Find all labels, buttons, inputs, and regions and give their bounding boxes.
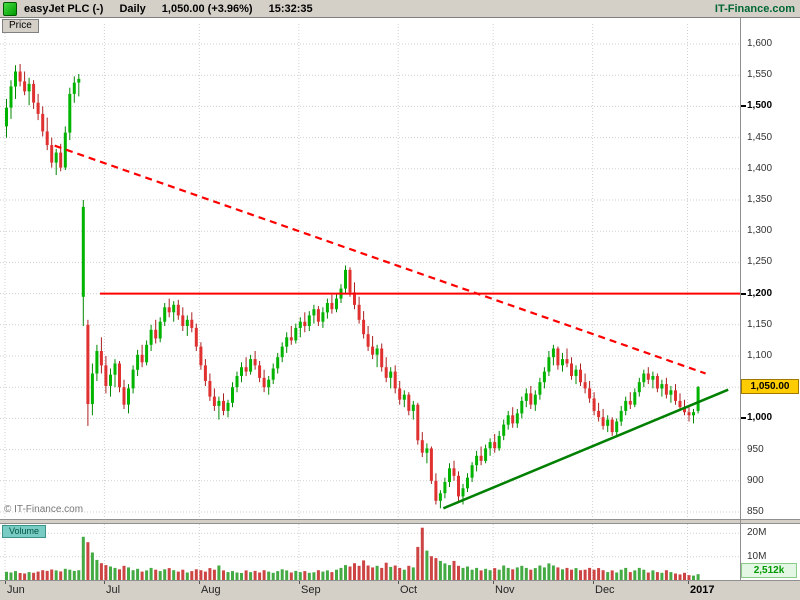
price-tick-mark	[741, 417, 746, 419]
current-volume-badge: 2,512k	[741, 563, 797, 578]
axis-divider	[740, 18, 741, 580]
app-icon	[3, 1, 17, 16]
x-axis[interactable]: Jun Jul Aug Sep Oct Nov Dec 2017	[0, 580, 800, 600]
price-tick-label: 1,250	[747, 256, 773, 267]
price-tick-label: 1,450	[747, 132, 773, 143]
tab-price[interactable]: Price	[2, 19, 39, 33]
month-tick-mark	[5, 581, 6, 584]
month-tick-mark	[398, 581, 399, 584]
month-tick-mark	[593, 581, 594, 584]
month-label: Sep	[301, 584, 321, 596]
watermark: © IT-Finance.com	[4, 504, 84, 515]
price-tick-label: 900	[747, 475, 764, 486]
brand-label: IT-Finance.com	[714, 2, 795, 15]
timeframe-label: Daily	[119, 2, 146, 15]
price-tick-label: 1,300	[747, 225, 773, 236]
price-tick-mark	[741, 105, 746, 107]
volume-tick-label: 10M	[747, 551, 767, 562]
month-label: 2017	[690, 584, 715, 596]
month-tick-mark	[688, 581, 689, 584]
month-tick-mark	[199, 581, 200, 584]
month-label: Aug	[201, 584, 221, 596]
volume-tick-label: 20M	[747, 527, 767, 538]
price-chart-pane[interactable]	[0, 18, 740, 519]
price-tick-label: 1,100	[747, 350, 773, 361]
price-tick-label: 1,400	[747, 163, 773, 174]
symbol-label: easyJet PLC (-)	[24, 2, 104, 15]
price-tick-label: 1,200	[747, 288, 773, 299]
month-label: Jul	[106, 584, 121, 596]
last-price-badge: 1,050.00	[741, 379, 799, 394]
month-label: Nov	[495, 584, 515, 596]
month-label: Jun	[7, 584, 25, 596]
price-tick-label: 1,150	[747, 319, 773, 330]
price-tick-label: 1,000	[747, 412, 773, 423]
price-tick-label: 1,550	[747, 69, 773, 80]
month-tick-mark	[299, 581, 300, 584]
tab-volume[interactable]: Volume	[2, 525, 47, 538]
month-tick-mark	[104, 581, 105, 584]
price-tick-label: 850	[747, 506, 764, 517]
last-quote-label: 1,050.00 (+3.96%)	[161, 2, 253, 15]
title-bar: easyJet PLC (-) Daily 1,050.00 (+3.96%) …	[0, 0, 800, 18]
price-tick-mark	[741, 293, 746, 295]
price-tick-label: 1,350	[747, 194, 773, 205]
clock-label: 15:32:35	[268, 2, 313, 15]
volume-chart-pane[interactable]	[0, 524, 740, 580]
price-tick-label: 1,600	[747, 38, 773, 49]
price-tick-label: 950	[747, 444, 764, 455]
price-tick-label: 1,500	[747, 100, 773, 111]
month-label: Oct	[400, 584, 418, 596]
month-tick-mark	[493, 581, 494, 584]
month-label: Dec	[595, 584, 615, 596]
pane-divider[interactable]	[0, 519, 800, 524]
